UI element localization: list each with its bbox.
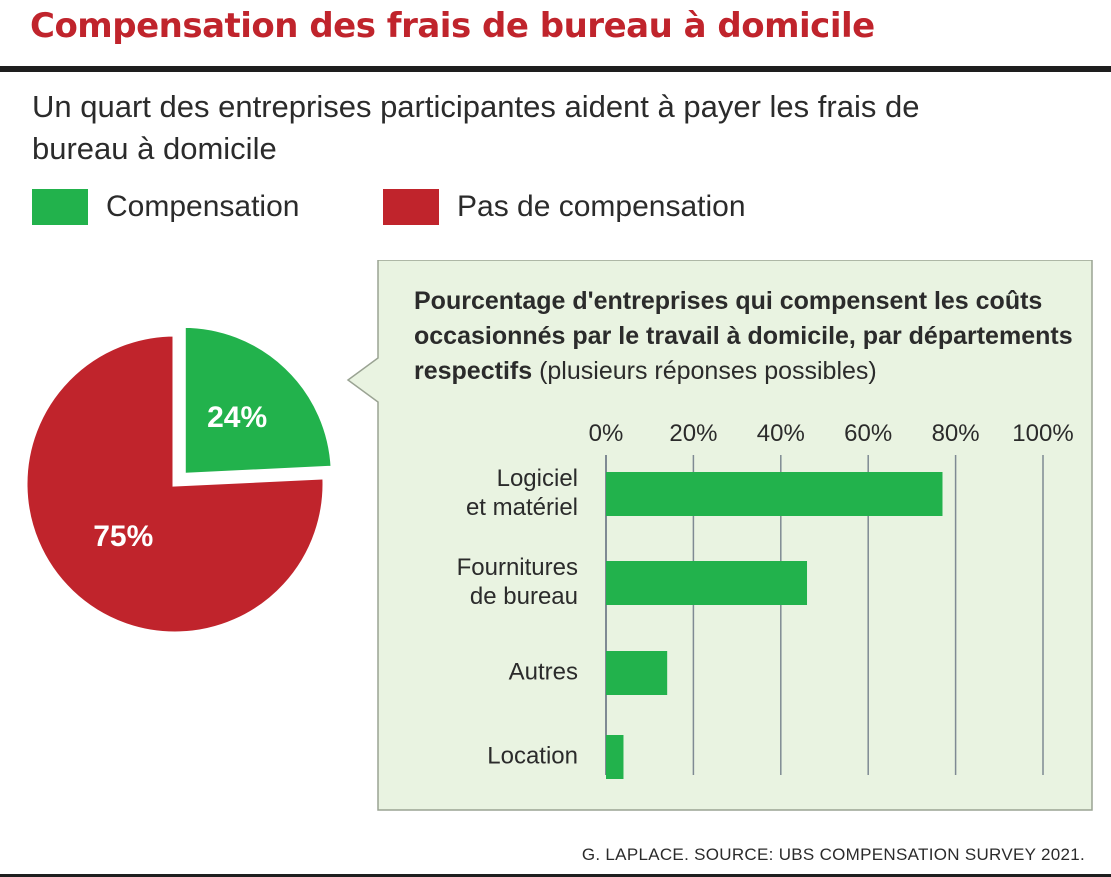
legend-label-compensation: Compensation: [106, 190, 300, 223]
x-tick-label-60: 60%: [844, 420, 892, 447]
x-tick-label-0: 0%: [589, 420, 624, 447]
bar-2: [606, 651, 668, 695]
x-tick-label-100: 100%: [1012, 420, 1073, 447]
chart-title: Compensation des frais de bureau à domic…: [30, 6, 875, 46]
legend-item-compensation: Compensation: [32, 189, 299, 225]
title-rule: [0, 66, 1111, 72]
category-label-1: Fournitures de bureau: [457, 554, 578, 610]
bottom-rule: [0, 874, 1111, 877]
pie-slice-compensation: [180, 322, 336, 478]
chart-subtitle: Un quart des entreprises participantes a…: [32, 89, 920, 166]
legend-label-pas-de-compensation: Pas de compensation: [457, 190, 746, 223]
pie-slice-pas-de-compensation: [22, 331, 328, 637]
panel-title-bold: Pourcentage d'entreprises qui compensent…: [414, 287, 1073, 385]
callout-panel-shape: [346, 260, 1093, 811]
callout-panel: [346, 260, 1093, 811]
x-tick-label-80: 80%: [932, 420, 980, 447]
x-tick-label-40: 40%: [757, 420, 805, 447]
panel-title-note: (plusieurs réponses possibles): [539, 357, 877, 385]
bar-1: [606, 561, 808, 605]
bar-chart: 0% 20% 40% 60% 80% 100% Logiciel et matériel Fou…: [457, 420, 1074, 779]
legend-item-pas-de-compensation: Pas de compensation: [383, 189, 746, 225]
pie-label-pas-de-compensation: 75%: [93, 520, 153, 553]
category-label-0: Logiciel et matériel: [466, 465, 578, 521]
legend-swatch-pas-de-compensation: [383, 189, 439, 225]
pie-chart: 24% 75%: [22, 322, 336, 637]
category-label-3: Location: [487, 742, 578, 769]
x-tick-label-20: 20%: [669, 420, 717, 447]
source-credit: G. LAPLACE. SOURCE: UBS COMPENSATION SUR…: [581, 845, 1085, 864]
pie-label-compensation: 24%: [207, 401, 267, 434]
category-label-2: Autres: [509, 658, 578, 685]
bar-0: [606, 472, 943, 516]
panel-title: Pourcentage d'entreprises qui compensent…: [414, 284, 1074, 389]
bar-3: [606, 735, 624, 779]
legend-swatch-compensation: [32, 189, 88, 225]
